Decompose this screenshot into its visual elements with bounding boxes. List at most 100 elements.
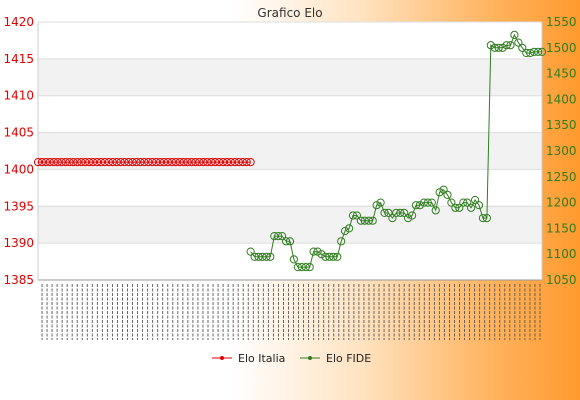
data-point-elo-italia	[69, 158, 78, 167]
data-point-elo-italia	[100, 158, 110, 167]
data-point-elo-italia	[65, 158, 74, 167]
data-point-elo-fide	[368, 216, 377, 225]
data-point-elo-fide	[348, 211, 358, 220]
data-point-elo-fide	[278, 232, 287, 241]
data-point-elo-italia	[226, 158, 235, 167]
data-point-elo-fide	[388, 214, 397, 223]
data-point-elo-italia	[120, 158, 129, 167]
data-point-elo-italia	[242, 158, 251, 167]
data-point-elo-italia	[195, 158, 204, 167]
data-point-elo-fide	[380, 208, 389, 217]
y-right-tick-label: 1400	[546, 92, 577, 106]
data-point-elo-italia	[167, 158, 176, 167]
data-point-elo-italia	[203, 158, 212, 167]
y-right-tick-label: 1100	[546, 247, 577, 261]
data-point-elo-fide	[408, 211, 417, 220]
data-point-elo-italia	[93, 158, 102, 167]
data-point-elo-fide	[360, 216, 369, 225]
y-right-tick-label: 1450	[546, 67, 577, 81]
data-point-elo-fide	[419, 198, 428, 207]
data-point-elo-fide	[411, 201, 421, 210]
data-point-elo-fide	[498, 43, 507, 52]
data-point-elo-italia	[81, 158, 90, 167]
data-point-elo-italia	[77, 158, 86, 167]
data-point-elo-fide	[376, 198, 385, 207]
data-point-elo-fide	[258, 252, 267, 261]
data-point-elo-fide	[372, 201, 381, 210]
data-point-elo-fide	[415, 201, 424, 210]
data-point-elo-fide	[526, 48, 535, 58]
data-point-elo-fide	[478, 214, 487, 223]
data-point-elo-italia	[124, 158, 133, 167]
data-point-elo-italia	[207, 158, 216, 167]
data-point-elo-italia	[136, 158, 145, 167]
data-point-elo-italia	[37, 158, 47, 167]
data-point-elo-italia	[89, 158, 98, 167]
data-point-elo-italia	[199, 158, 208, 167]
data-point-elo-fide	[282, 237, 291, 246]
data-point-elo-fide	[364, 216, 373, 225]
data-point-elo-fide	[293, 263, 302, 272]
data-point-elo-italia	[108, 158, 117, 167]
data-point-elo-italia	[49, 158, 58, 167]
data-point-elo-fide	[305, 263, 314, 272]
data-point-elo-italia	[211, 158, 220, 167]
data-point-elo-fide	[289, 255, 298, 264]
data-point-elo-fide	[502, 41, 511, 50]
data-point-elo-fide	[459, 198, 468, 207]
data-point-elo-fide	[439, 185, 448, 194]
data-point-elo-fide	[455, 203, 464, 212]
y-right-tick-label: 1550	[546, 15, 577, 29]
data-point-elo-fide	[262, 252, 271, 261]
data-point-elo-fide	[345, 224, 354, 233]
data-point-elo-fide	[518, 43, 527, 52]
data-point-elo-fide	[510, 30, 519, 40]
data-point-elo-fide	[297, 263, 306, 272]
data-point-elo-fide	[341, 226, 350, 236]
data-point-elo-italia	[246, 158, 255, 167]
data-point-elo-italia	[96, 158, 106, 167]
data-point-elo-italia	[140, 158, 149, 167]
data-point-elo-fide	[309, 247, 318, 256]
y-right-tick-label: 1500	[546, 41, 577, 55]
data-point-elo-fide	[514, 38, 523, 47]
grid-band	[38, 206, 542, 244]
data-point-elo-fide	[270, 232, 279, 241]
chart-title: Grafico Elo	[257, 6, 322, 20]
y-left-tick-label: 1390	[3, 236, 34, 250]
data-point-elo-italia	[132, 158, 141, 167]
data-point-elo-italia	[187, 158, 196, 167]
data-point-elo-fide	[404, 214, 413, 223]
data-point-elo-fide	[530, 47, 539, 57]
data-point-elo-fide	[392, 208, 401, 217]
data-point-elo-italia	[183, 158, 192, 167]
data-point-elo-fide	[522, 48, 531, 58]
data-point-elo-italia	[238, 158, 247, 167]
data-point-elo-fide	[471, 195, 480, 205]
data-point-elo-fide	[451, 203, 460, 212]
data-point-elo-italia	[215, 158, 224, 167]
data-point-elo-italia	[33, 158, 43, 167]
data-point-elo-italia	[85, 158, 94, 167]
data-point-elo-fide	[337, 237, 346, 246]
data-point-elo-italia	[156, 158, 165, 167]
y-left-tick-label: 1415	[3, 52, 34, 66]
data-point-elo-fide	[537, 47, 547, 57]
data-point-elo-italia	[116, 158, 125, 167]
grid-band	[38, 58, 542, 96]
y-left-tick-label: 1405	[3, 126, 34, 140]
legend: Elo Italia Elo FIDE	[212, 352, 371, 365]
data-point-elo-fide	[266, 252, 275, 261]
data-point-elo-italia	[219, 158, 228, 167]
data-point-elo-italia	[152, 158, 161, 167]
data-point-elo-fide	[396, 208, 405, 217]
data-point-elo-fide	[506, 41, 515, 50]
data-point-elo-fide	[285, 237, 295, 246]
data-point-elo-fide	[274, 232, 283, 241]
data-point-elo-italia	[57, 158, 66, 167]
data-point-elo-fide	[246, 247, 255, 256]
data-point-elo-fide	[494, 43, 503, 52]
data-point-elo-fide	[427, 198, 436, 207]
y-right-tick-label: 1300	[546, 144, 577, 158]
